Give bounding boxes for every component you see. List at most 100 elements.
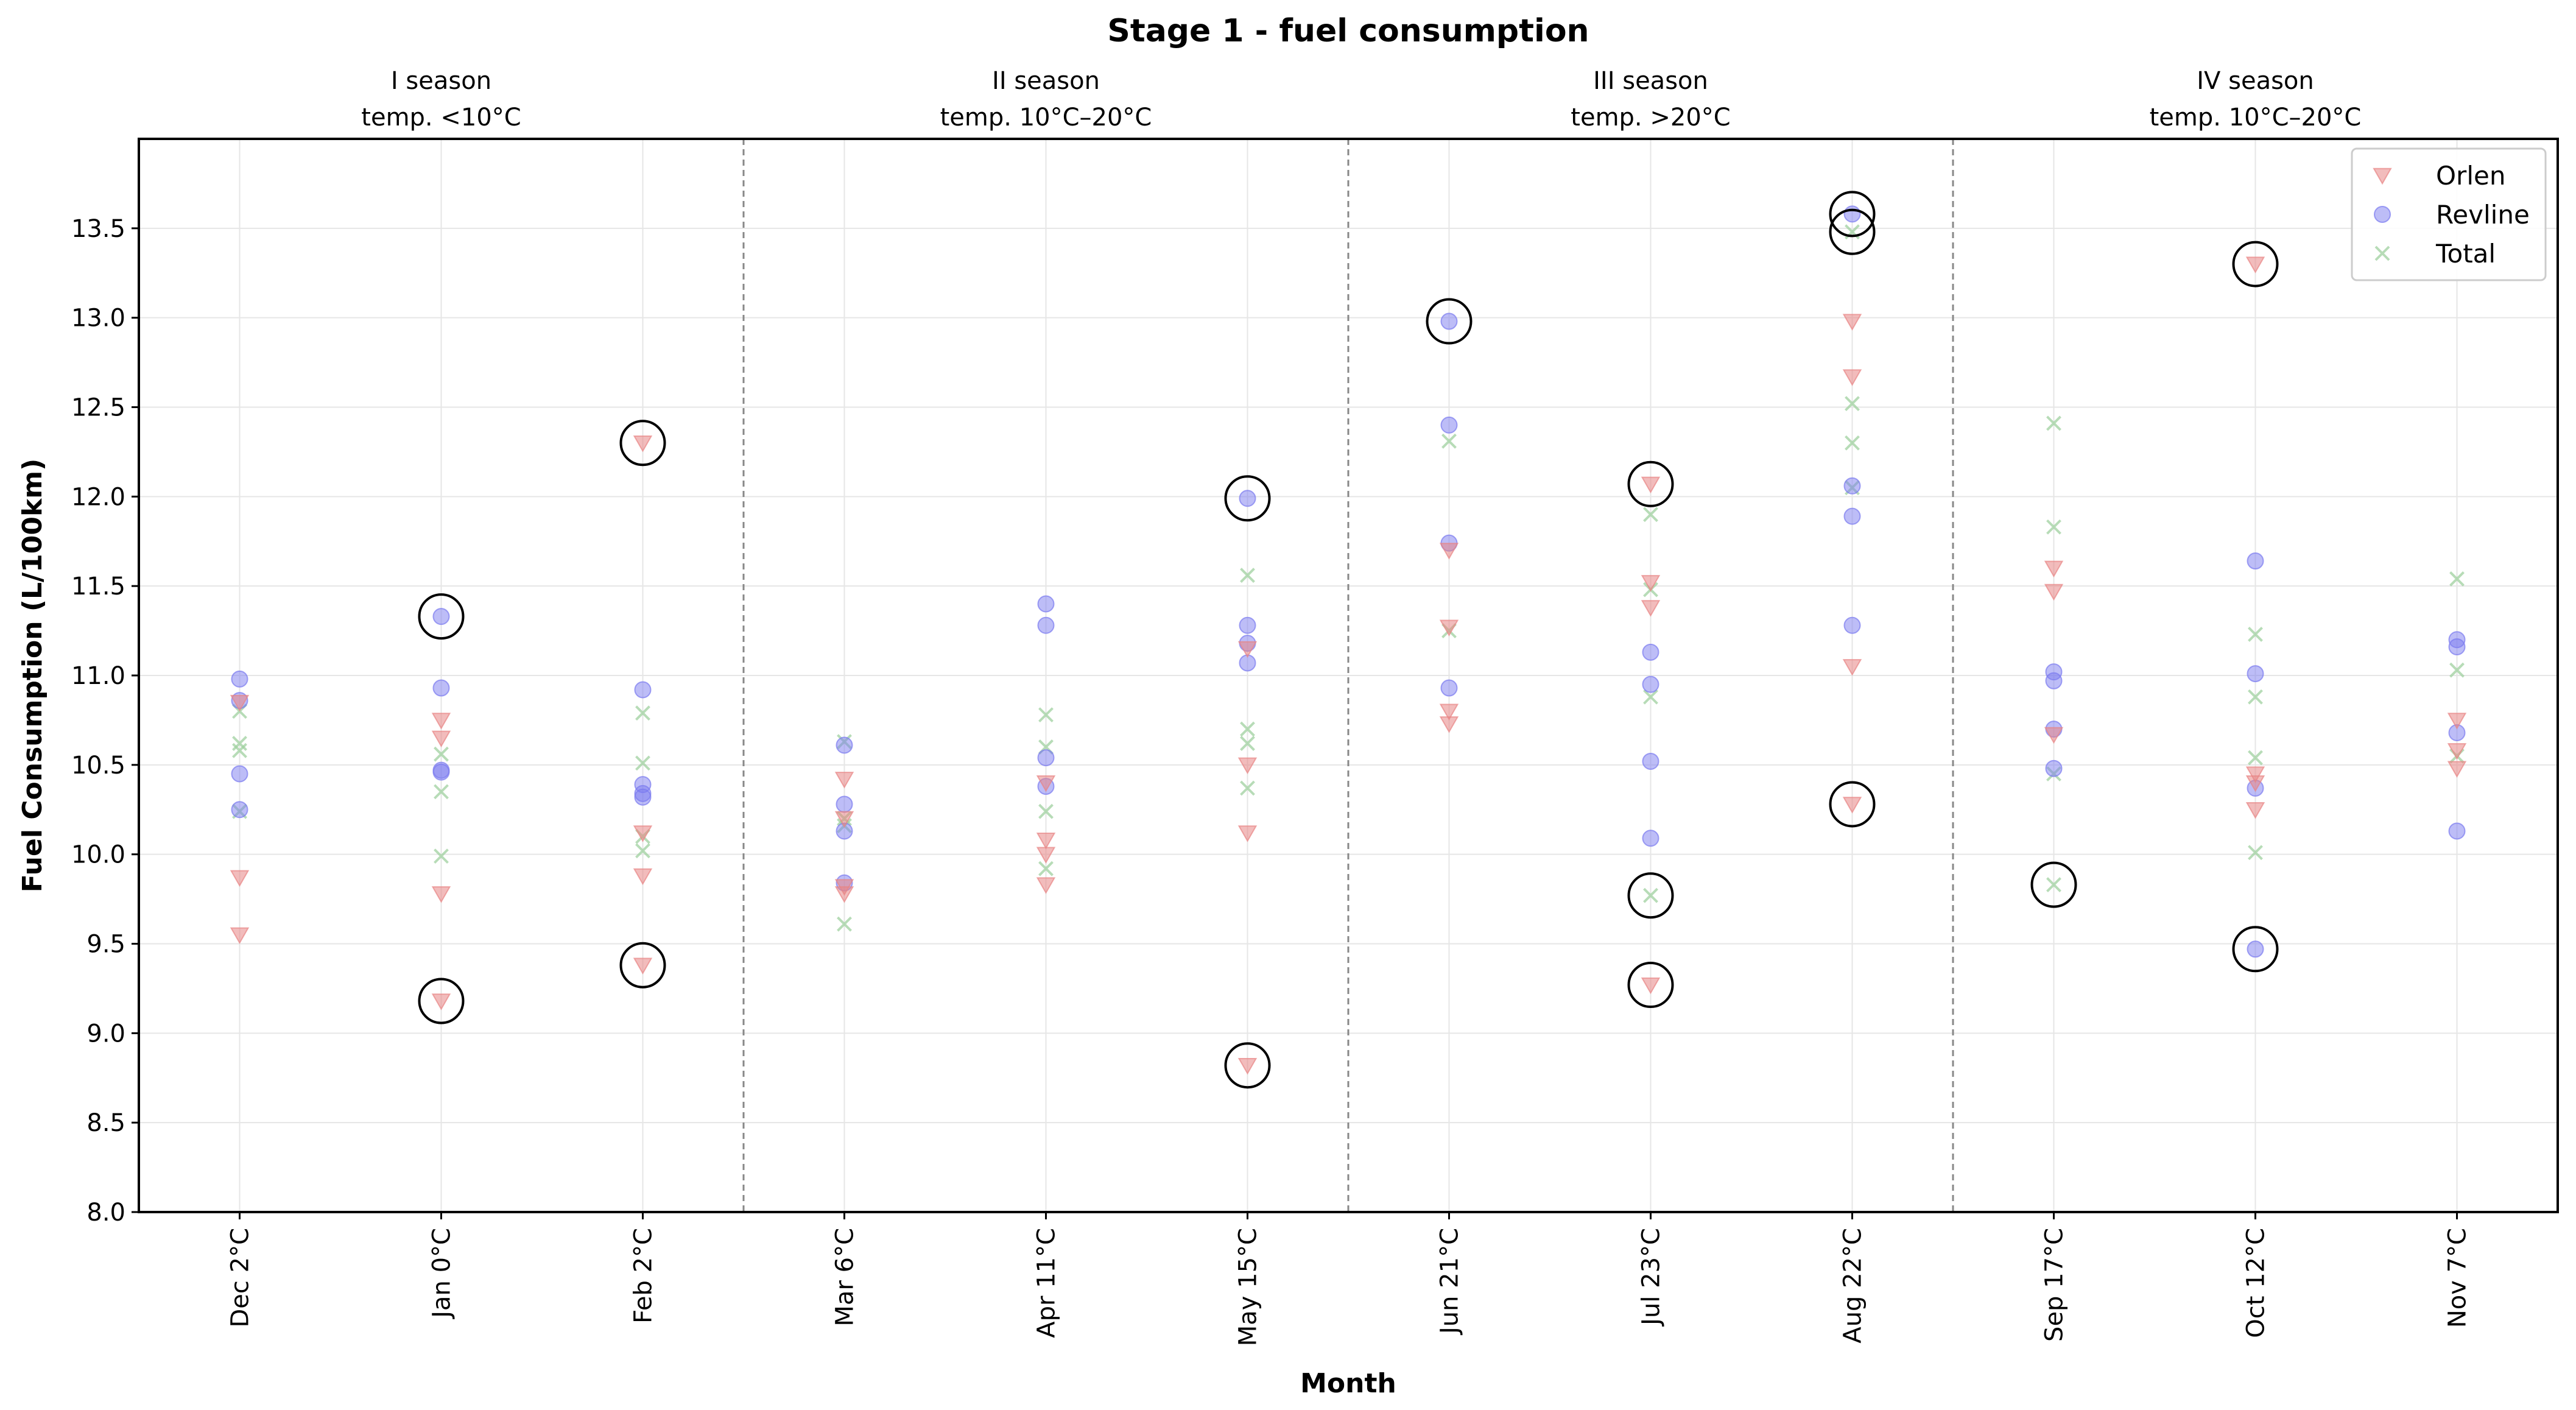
data-points bbox=[230, 205, 2467, 1075]
total-point bbox=[1240, 721, 1255, 737]
orlen-point bbox=[431, 730, 451, 748]
total-point bbox=[635, 755, 650, 771]
orlen-point bbox=[1237, 641, 1258, 658]
revline-point bbox=[1843, 507, 1861, 525]
total-point bbox=[1643, 887, 1658, 903]
revline-point bbox=[2045, 672, 2063, 689]
orlen-point bbox=[1842, 659, 1862, 676]
orlen-point bbox=[1237, 825, 1258, 842]
x-axis-label: Month bbox=[1300, 1368, 1396, 1399]
revline-point bbox=[1642, 830, 1659, 847]
season-temp: temp. <10°C bbox=[361, 104, 521, 132]
orlen-point bbox=[1439, 619, 1459, 637]
total-point bbox=[2248, 627, 2263, 642]
revline-point bbox=[2448, 638, 2466, 656]
y-tick-label: 9.0 bbox=[86, 1020, 125, 1048]
orlen-point bbox=[1641, 575, 1661, 592]
revline-point bbox=[432, 763, 450, 781]
total-point bbox=[434, 848, 449, 864]
legend-revline-marker bbox=[2374, 206, 2391, 223]
y-tick-label: 8.0 bbox=[86, 1199, 125, 1227]
outlier-markers bbox=[418, 191, 2279, 1089]
orlen-point bbox=[1641, 476, 1661, 494]
orlen-point bbox=[1036, 877, 1056, 894]
outlier-circle bbox=[2232, 241, 2279, 287]
total-point bbox=[1038, 707, 1054, 723]
y-tick-label: 12.0 bbox=[71, 483, 125, 511]
y-tick-label: 13.0 bbox=[71, 305, 125, 333]
orlen-point bbox=[834, 772, 854, 789]
season-name: II season bbox=[992, 67, 1100, 95]
orlen-point bbox=[230, 927, 250, 945]
y-axis-label: Fuel Consumption (L/100km) bbox=[17, 459, 48, 892]
revline-point bbox=[2247, 940, 2264, 958]
revline-point bbox=[1642, 675, 1659, 693]
revline-point bbox=[231, 670, 248, 688]
total-point bbox=[2248, 845, 2263, 861]
revline-point bbox=[634, 681, 652, 699]
total-point bbox=[2046, 877, 2061, 893]
season-name: IV season bbox=[2197, 67, 2314, 95]
outlier-circle bbox=[1829, 781, 1876, 828]
orlen-point bbox=[633, 435, 653, 453]
total-point bbox=[434, 784, 449, 800]
total-point bbox=[1240, 780, 1255, 796]
axes: 8.0 8.5 9.0 9.5 10.0 10.5 11.0 11.5 12.0 12.5 13.0… bbox=[71, 67, 2472, 1346]
orlen-point bbox=[633, 957, 653, 975]
orlen-point bbox=[1439, 716, 1459, 733]
total-point bbox=[1845, 396, 1860, 412]
orlen-point bbox=[2447, 761, 2467, 778]
total-point bbox=[1038, 861, 1054, 876]
chart-title: Stage 1 - fuel consumption bbox=[1107, 13, 1589, 49]
total-point bbox=[1240, 568, 1255, 583]
legend-box bbox=[2351, 147, 2547, 281]
series-revline bbox=[231, 205, 2466, 958]
legend-total-label: Total bbox=[2435, 239, 2496, 269]
orlen-point bbox=[1439, 543, 1459, 560]
outlier-circle bbox=[1627, 872, 1674, 919]
orlen-point bbox=[1439, 703, 1459, 721]
orlen-point bbox=[1842, 369, 1862, 386]
total-point bbox=[635, 843, 650, 859]
y-tick-label: 11.5 bbox=[71, 573, 125, 601]
revline-point bbox=[2247, 552, 2264, 570]
y-tick-label: 10.0 bbox=[71, 841, 125, 869]
revline-point bbox=[1239, 490, 1256, 507]
orlen-point bbox=[2447, 713, 2467, 730]
orlen-point bbox=[1641, 977, 1661, 995]
total-point bbox=[1845, 435, 1860, 451]
total-point bbox=[1240, 736, 1255, 752]
x-tick-label: Nov 7°C bbox=[2444, 1228, 2472, 1328]
outlier-circle bbox=[619, 942, 666, 989]
total-point bbox=[232, 736, 247, 752]
outlier-circle bbox=[2232, 926, 2279, 973]
outlier-circle bbox=[1627, 460, 1674, 507]
y-tick-label: 8.5 bbox=[86, 1109, 125, 1137]
orlen-point bbox=[431, 713, 451, 730]
orlen-point bbox=[2245, 766, 2265, 783]
outlier-circle bbox=[1829, 208, 1876, 255]
revline-point bbox=[1239, 616, 1256, 634]
y-tick-label: 9.5 bbox=[86, 931, 125, 959]
orlen-point bbox=[1036, 832, 1056, 850]
orlen-point bbox=[2245, 802, 2265, 819]
orlen-point bbox=[2044, 560, 2064, 578]
orlen-point bbox=[1641, 600, 1661, 617]
total-point bbox=[2449, 662, 2465, 678]
revline-point bbox=[1037, 595, 1055, 613]
total-point bbox=[2248, 750, 2263, 766]
outlier-circle bbox=[418, 593, 465, 640]
orlen-point bbox=[633, 825, 653, 842]
revline-point bbox=[1440, 679, 1458, 697]
legend-orlen-label: Orlen bbox=[2436, 161, 2505, 191]
revline-point bbox=[1642, 752, 1659, 770]
total-point bbox=[232, 742, 247, 758]
outlier-circle bbox=[1224, 475, 1271, 522]
season-temp: temp. 10°C–20°C bbox=[2150, 104, 2362, 132]
season-name: I season bbox=[391, 67, 491, 95]
x-tick-label: Feb 2°C bbox=[630, 1228, 658, 1324]
x-tick-label: Aug 22°C bbox=[1839, 1228, 1867, 1344]
revline-point bbox=[1037, 616, 1055, 634]
orlen-point bbox=[633, 868, 653, 886]
